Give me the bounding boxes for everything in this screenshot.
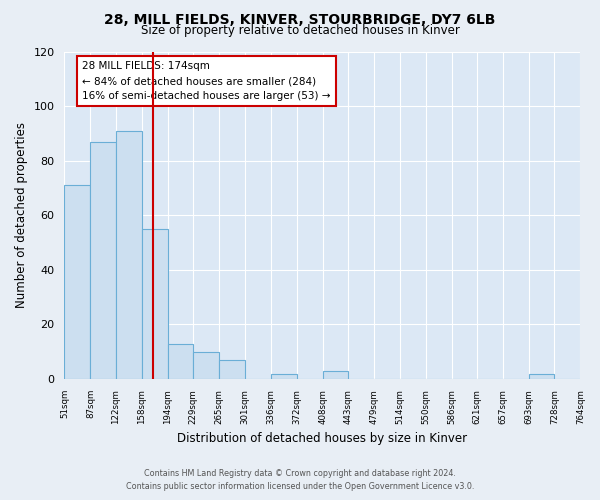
Bar	[323, 371, 348, 379]
Bar	[142, 229, 168, 379]
Text: Size of property relative to detached houses in Kinver: Size of property relative to detached ho…	[140, 24, 460, 37]
Text: 28 MILL FIELDS: 174sqm
← 84% of detached houses are smaller (284)
16% of semi-de: 28 MILL FIELDS: 174sqm ← 84% of detached…	[82, 62, 331, 101]
Bar	[116, 130, 142, 379]
X-axis label: Distribution of detached houses by size in Kinver: Distribution of detached houses by size …	[178, 432, 467, 445]
Y-axis label: Number of detached properties: Number of detached properties	[15, 122, 28, 308]
Bar	[91, 142, 116, 379]
Bar	[271, 374, 297, 379]
Bar	[168, 344, 193, 379]
Bar	[220, 360, 245, 379]
Bar	[529, 374, 554, 379]
Text: Contains HM Land Registry data © Crown copyright and database right 2024.
Contai: Contains HM Land Registry data © Crown c…	[126, 470, 474, 491]
Bar	[64, 186, 91, 379]
Text: 28, MILL FIELDS, KINVER, STOURBRIDGE, DY7 6LB: 28, MILL FIELDS, KINVER, STOURBRIDGE, DY…	[104, 12, 496, 26]
Bar	[193, 352, 220, 379]
